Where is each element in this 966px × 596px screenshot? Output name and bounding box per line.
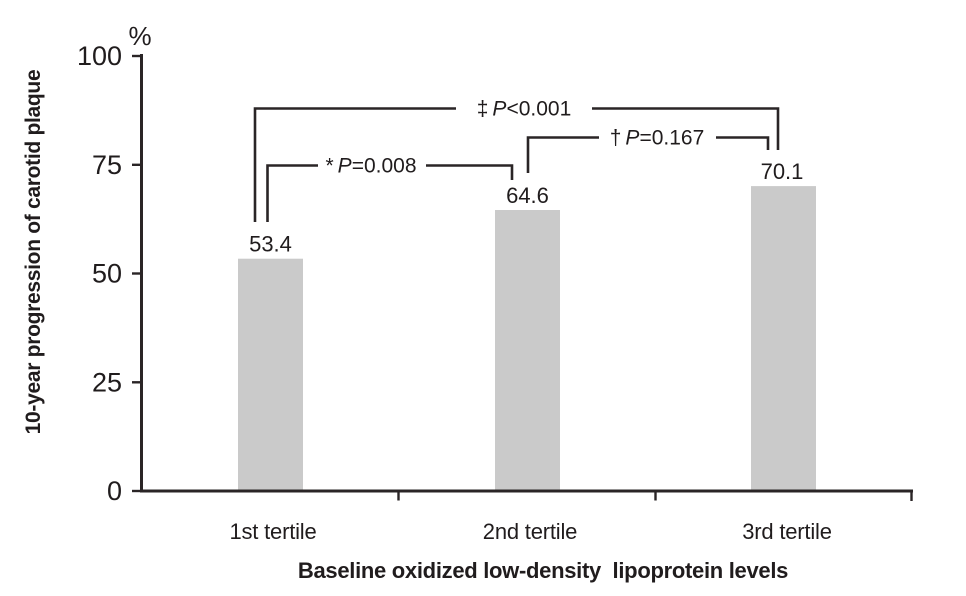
- sig-label-mask-1: [318, 152, 426, 178]
- y-tick-label-100: 100: [77, 41, 122, 71]
- y-axis-title: 10-year progression of carotid plaque: [22, 70, 45, 435]
- sig-label-1st-vs-2nd: * P=0.008: [318, 152, 426, 178]
- y-tick-label-50: 50: [92, 259, 122, 289]
- y-tick-label-75: 75: [92, 150, 122, 180]
- y-tick-label-25: 25: [92, 367, 122, 397]
- bar-value-label-3: 70.1: [761, 159, 804, 184]
- sig-label-2nd-vs-3rd: † P=0.167: [599, 124, 716, 150]
- y-unit-label: %: [128, 21, 151, 51]
- sig-label-mask-2: [599, 124, 716, 150]
- y-tick-label-0: 0: [107, 476, 122, 506]
- x-tick-label-3rd-tertile: 3rd tertile: [742, 519, 832, 544]
- x-tick-label-2nd-tertile: 2nd tertile: [483, 519, 577, 544]
- bar-3rd-tertile: [751, 186, 816, 491]
- sig-label-1st-vs-3rd: ‡ P<0.001: [456, 95, 592, 121]
- bar-1st-tertile: [238, 258, 303, 491]
- sig-label-text-3: ‡ P<0.001: [477, 98, 572, 121]
- bar-value-label-2: 64.6: [506, 183, 549, 208]
- x-axis-ticks: [397, 491, 913, 501]
- x-tick-label-1st-tertile: 1st tertile: [229, 519, 316, 544]
- bar-2nd-tertile: [495, 210, 560, 491]
- bar-value-label-1: 53.4: [249, 232, 292, 257]
- sig-label-mask-3: [456, 95, 592, 121]
- x-axis-title: Baseline oxidized low-density lipoprotei…: [298, 558, 788, 583]
- sig-label-text-2: † P=0.167: [610, 127, 705, 150]
- sig-label-text-1: * P=0.008: [325, 155, 416, 178]
- y-axis-ticks: [132, 54, 141, 493]
